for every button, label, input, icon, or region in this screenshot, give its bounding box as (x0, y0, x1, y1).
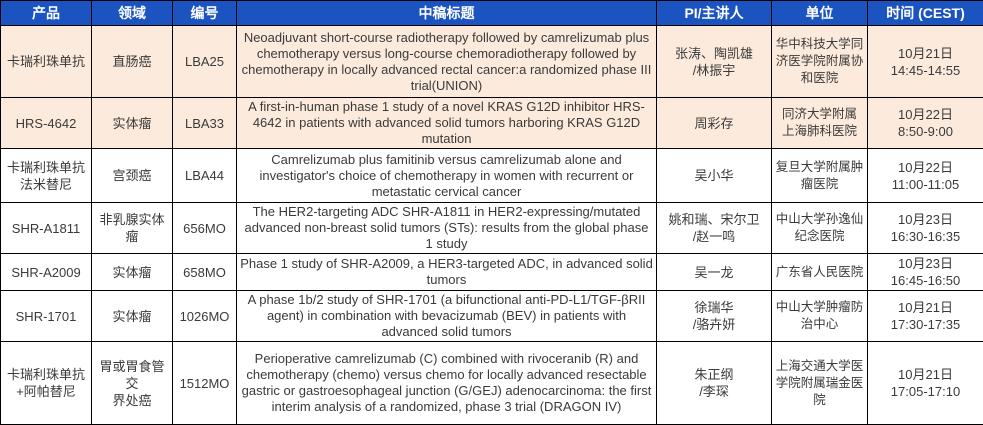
cell-title: Perioperative camrelizumab (C) combined … (237, 342, 657, 425)
cell-field: 胃或胃食管交 界处癌 (92, 342, 173, 425)
cell-time: 10月23日 16:30-16:35 (868, 203, 983, 254)
header-row: 产品 领域 编号 中稿标题 PI/主讲人 单位 时间 (CEST) (1, 1, 983, 26)
cell-title: A first-in-human phase 1 study of a nove… (237, 98, 657, 149)
table-row: SHR-A2009 实体瘤 658MO Phase 1 study of SHR… (1, 254, 983, 291)
cell-title: Camrelizumab plus famitinib versus camre… (237, 149, 657, 203)
cell-field: 实体瘤 (92, 98, 173, 149)
cell-field: 直肠癌 (92, 26, 173, 98)
cell-institution: 复旦大学附属肿 瘤医院 (772, 149, 868, 203)
cell-time: 10月21日 17:05-17:10 (868, 342, 983, 425)
cell-institution: 广东省人民医院 (772, 254, 868, 291)
cell-title: Phase 1 study of SHR-A2009, a HER3-targe… (237, 254, 657, 291)
cell-field: 宫颈癌 (92, 149, 173, 203)
table-row: SHR-1701 实体瘤 1026MO A phase 1b/2 study o… (1, 291, 983, 342)
column-header-product: 产品 (1, 1, 92, 26)
cell-product: HRS-4642 (1, 98, 92, 149)
cell-time: 10月23日 16:45-16:50 (868, 254, 983, 291)
table-row: 卡瑞利珠单抗 法米替尼 宫颈癌 LBA44 Camrelizumab plus … (1, 149, 983, 203)
column-header-pi: PI/主讲人 (657, 1, 772, 26)
cell-title: Neoadjuvant short-course radiotherapy fo… (237, 26, 657, 98)
column-header-institution: 单位 (772, 1, 868, 26)
column-header-field: 领域 (92, 1, 173, 26)
cell-product: 卡瑞利珠单抗 法米替尼 (1, 149, 92, 203)
cell-code: 658MO (173, 254, 237, 291)
cell-code: 1026MO (173, 291, 237, 342)
column-header-title: 中稿标题 (237, 1, 657, 26)
cell-code: 656MO (173, 203, 237, 254)
cell-pi: 姚和瑞、宋尔卫 /赵一鸣 (657, 203, 772, 254)
cell-product: 卡瑞利珠单抗 (1, 26, 92, 98)
cell-pi: 张涛、陶凯雄 /林振宇 (657, 26, 772, 98)
cell-pi: 徐瑞华 /骆卉妍 (657, 291, 772, 342)
table-row: 卡瑞利珠单抗 直肠癌 LBA25 Neoadjuvant short-cours… (1, 26, 983, 98)
cell-product: 卡瑞利珠单抗 +阿帕替尼 (1, 342, 92, 425)
cell-pi: 朱正纲 /李琛 (657, 342, 772, 425)
cell-institution: 上海交通大学医 学院附属瑞金医 院 (772, 342, 868, 425)
table-row: HRS-4642 实体瘤 LBA33 A first-in-human phas… (1, 98, 983, 149)
cell-institution: 中山大学肿瘤防 治中心 (772, 291, 868, 342)
cell-institution: 中山大学孙逸仙 纪念医院 (772, 203, 868, 254)
cell-title: The HER2-targeting ADC SHR-A1811 in HER2… (237, 203, 657, 254)
table-row: 卡瑞利珠单抗 +阿帕替尼 胃或胃食管交 界处癌 1512MO Periopera… (1, 342, 983, 425)
cell-time: 10月21日 14:45-14:55 (868, 26, 983, 98)
cell-field: 实体瘤 (92, 291, 173, 342)
cell-institution: 同济大学附属 上海肺科医院 (772, 98, 868, 149)
cell-pi: 吴一龙 (657, 254, 772, 291)
cell-product: SHR-A2009 (1, 254, 92, 291)
cell-pi: 吴小华 (657, 149, 772, 203)
cell-code: LBA33 (173, 98, 237, 149)
cell-time: 10月22日 11:00-11:05 (868, 149, 983, 203)
cell-field: 实体瘤 (92, 254, 173, 291)
cell-title: A phase 1b/2 study of SHR-1701 (a bifunc… (237, 291, 657, 342)
cell-code: LBA25 (173, 26, 237, 98)
cell-code: LBA44 (173, 149, 237, 203)
cell-code: 1512MO (173, 342, 237, 425)
cell-field: 非乳腺实体瘤 (92, 203, 173, 254)
cell-institution: 华中科技大学同 济医学院附属协 和医院 (772, 26, 868, 98)
column-header-code: 编号 (173, 1, 237, 26)
cell-time: 10月22日 8:50-9:00 (868, 98, 983, 149)
cell-pi: 周彩存 (657, 98, 772, 149)
column-header-time: 时间 (CEST) (868, 1, 983, 26)
cell-product: SHR-A1811 (1, 203, 92, 254)
cell-time: 10月21日 17:30-17:35 (868, 291, 983, 342)
table-row: SHR-A1811 非乳腺实体瘤 656MO The HER2-targetin… (1, 203, 983, 254)
cell-product: SHR-1701 (1, 291, 92, 342)
